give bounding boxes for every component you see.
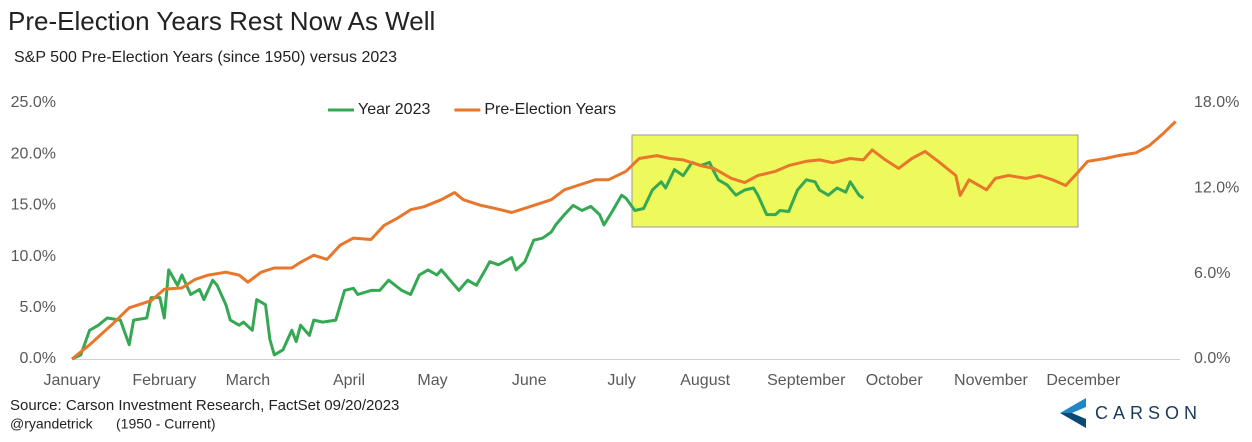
- series-line: [71, 120, 1177, 361]
- y2-tick-label: 12.0%: [1194, 180, 1239, 197]
- legend-label: Pre-Election Years: [484, 101, 616, 118]
- y2-tick-label: 0.0%: [1194, 350, 1230, 367]
- x-tick-label: July: [607, 372, 635, 389]
- chart-title: Pre-Election Years Rest Now As Well: [8, 6, 435, 36]
- y-tick-label: 15.0%: [11, 197, 56, 214]
- x-tick-label: June: [512, 372, 547, 389]
- y2-tick-label: 18.0%: [1194, 94, 1239, 111]
- x-tick-label: September: [767, 372, 846, 389]
- x-tick-label: August: [680, 372, 730, 389]
- y-tick-label: 10.0%: [11, 248, 56, 265]
- logo: CARSON: [1060, 398, 1202, 428]
- logo-icon: [1060, 413, 1086, 428]
- x-tick-label: November: [954, 372, 1028, 389]
- series-line: [71, 160, 865, 361]
- y-tick-label: 0.0%: [20, 350, 56, 367]
- y-tick-label: 5.0%: [20, 299, 56, 316]
- credit: @ryandetrick: [10, 416, 94, 432]
- x-tick-label: May: [417, 372, 447, 389]
- logo-icon: [1060, 398, 1086, 413]
- x-tick-label: December: [1046, 372, 1120, 389]
- highlight-box: [631, 134, 1079, 228]
- note: (1950 - Current): [116, 416, 216, 432]
- legend-label: Year 2023: [358, 101, 430, 118]
- logo-text: CARSON: [1095, 403, 1202, 423]
- y-tick-label: 20.0%: [11, 145, 56, 162]
- source: Source: Carson Investment Research, Fact…: [10, 397, 399, 414]
- x-tick-label: April: [333, 372, 365, 389]
- chart-subtitle: S&P 500 Pre-Election Years (since 1950) …: [14, 49, 397, 66]
- y-tick-label: 25.0%: [11, 94, 56, 111]
- y2-tick-label: 6.0%: [1194, 265, 1230, 282]
- x-tick-label: February: [132, 372, 196, 389]
- x-tick-label: October: [866, 372, 924, 389]
- x-tick-label: March: [226, 372, 270, 389]
- x-tick-label: January: [44, 372, 101, 389]
